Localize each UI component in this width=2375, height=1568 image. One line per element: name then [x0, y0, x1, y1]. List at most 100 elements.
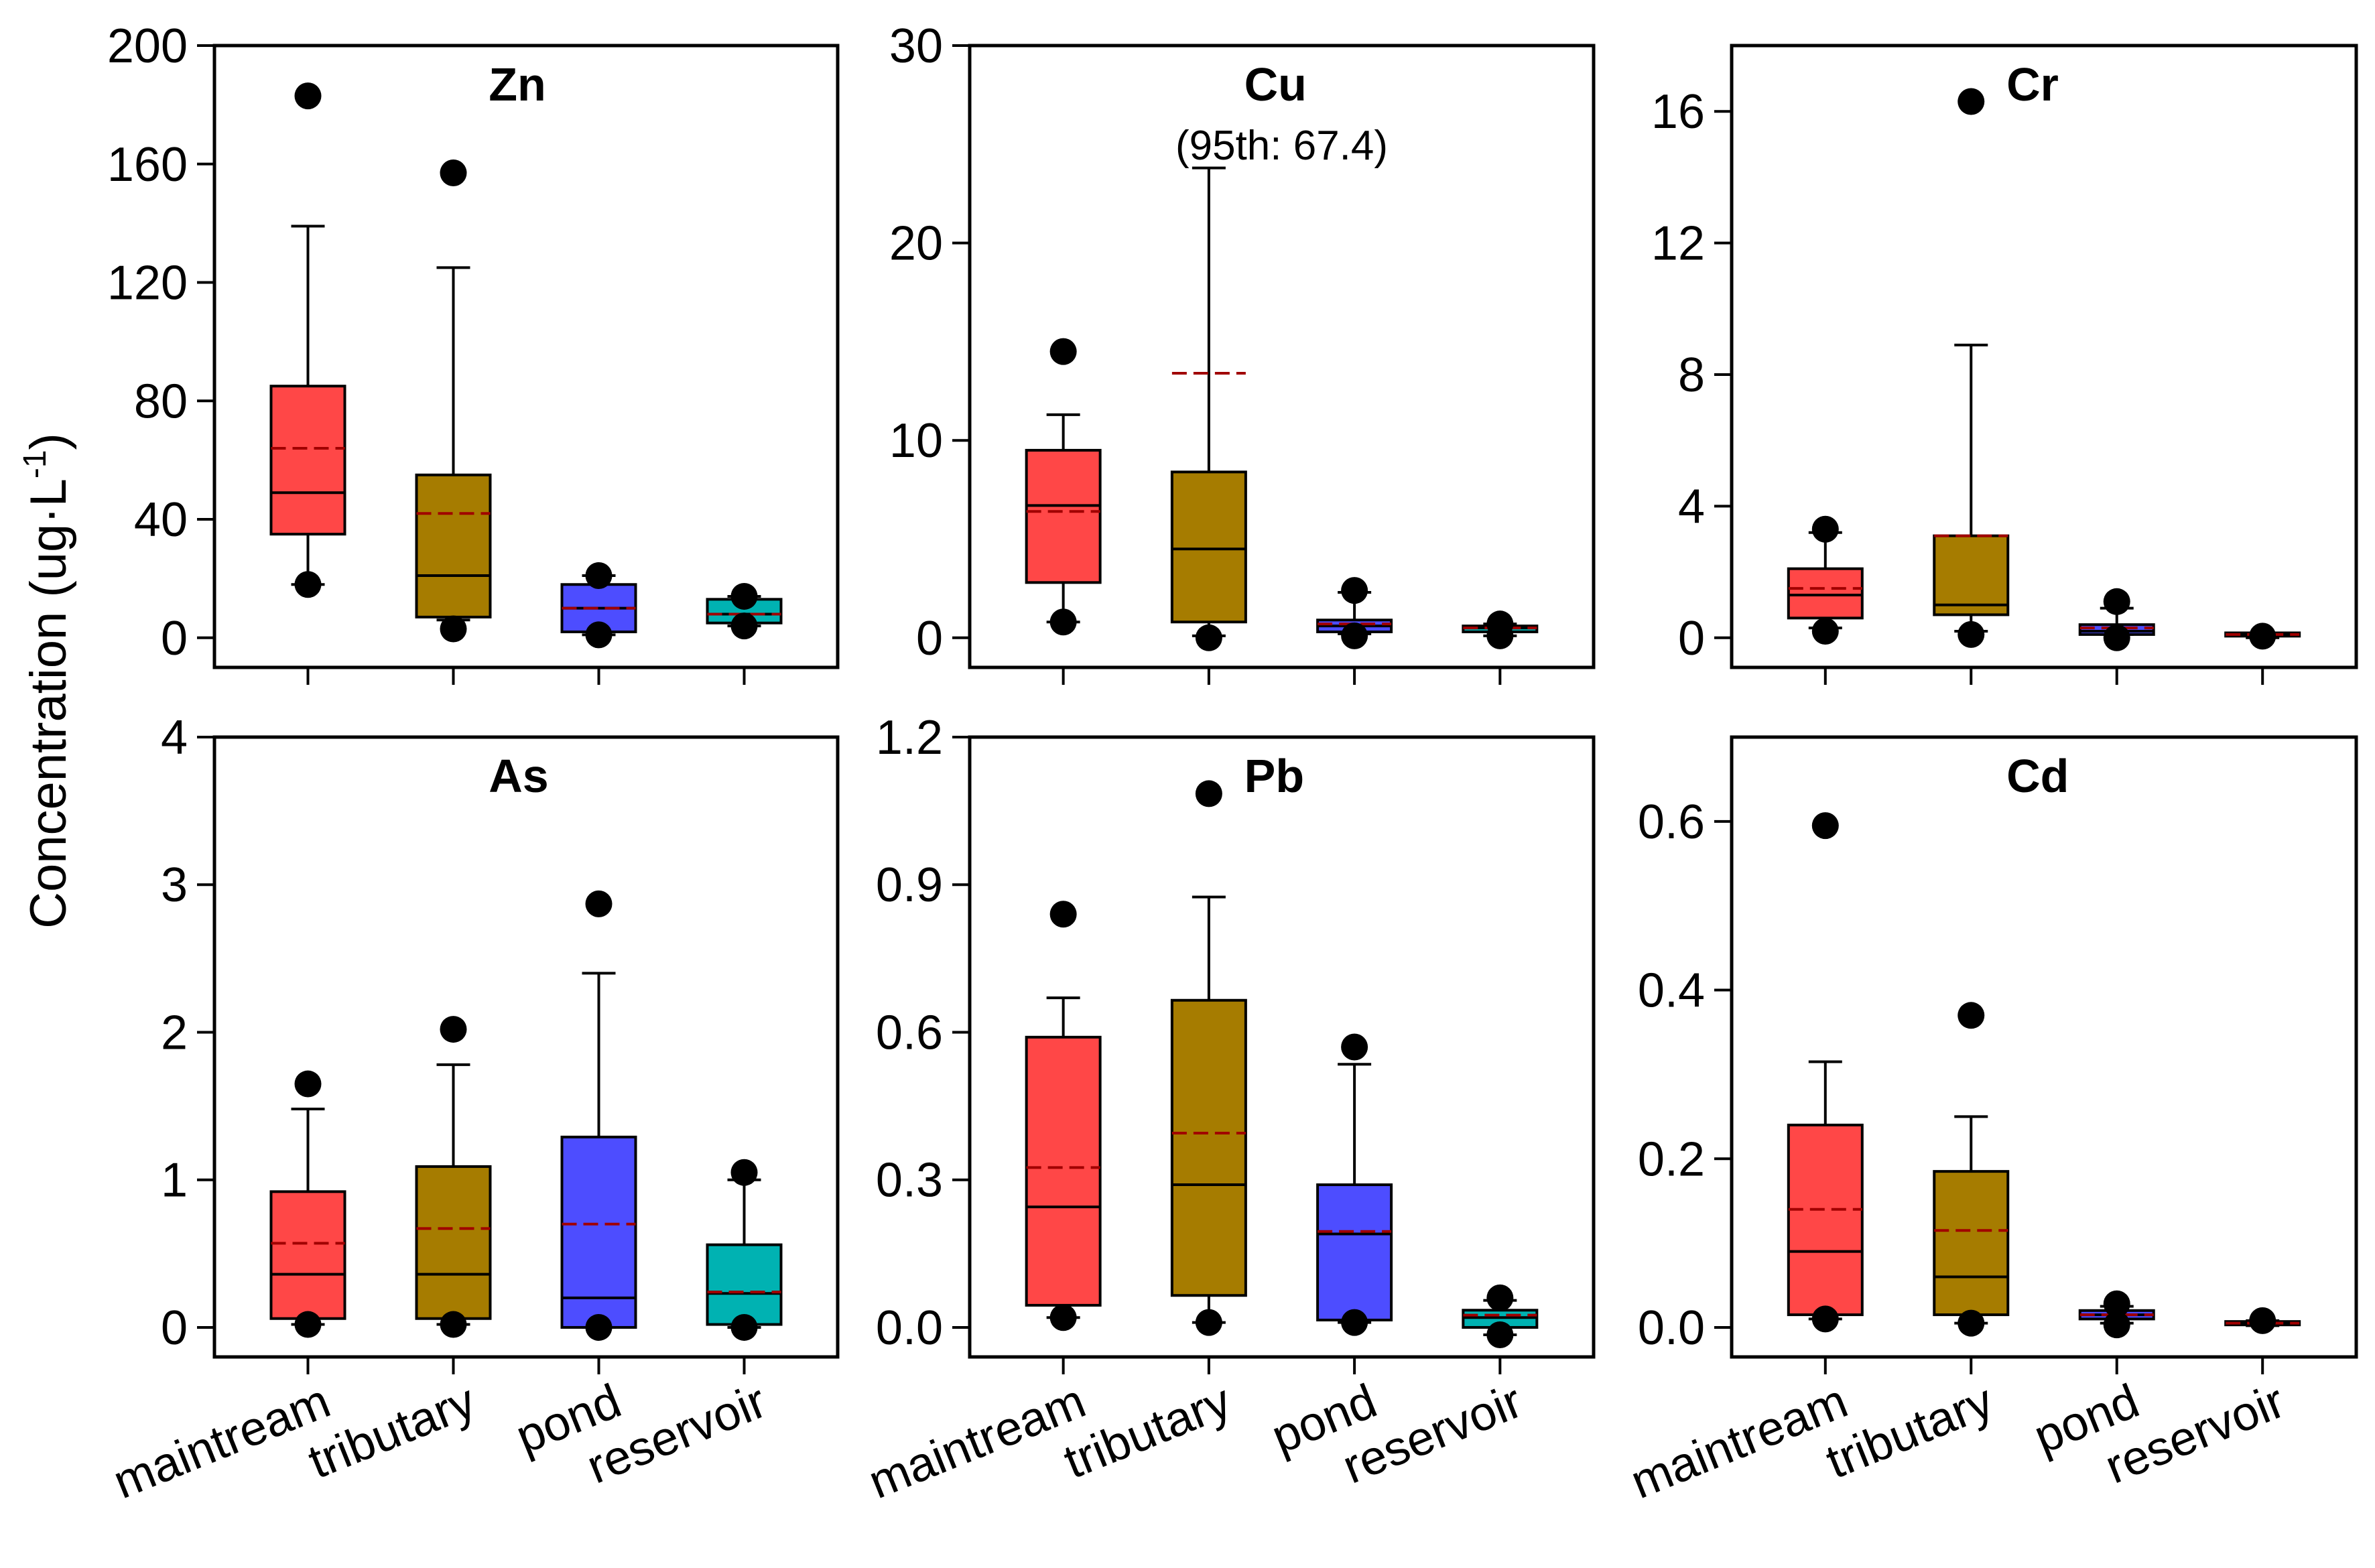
panel-frame	[968, 735, 1596, 1359]
outlier-point	[294, 1311, 322, 1338]
y-axis-label: Concentration (ug·L-1)	[17, 433, 77, 929]
outlier-point	[1957, 1309, 1985, 1337]
panel-frame	[1730, 44, 2358, 669]
panel-title: Cr	[2006, 58, 2059, 111]
y-tick-label: 2	[161, 1006, 188, 1059]
outlier-point	[1195, 1309, 1222, 1336]
outlier-point	[1811, 515, 1839, 543]
outlier-point	[730, 582, 758, 610]
y-tick-label: 0.0	[876, 1301, 943, 1355]
y-tick-label: 8	[1678, 348, 1705, 402]
box-cu-maintream	[1025, 338, 1102, 636]
y-tick-label: 0	[161, 1301, 188, 1355]
y-tick-label: 30	[889, 19, 943, 73]
y-tick-label: 12	[1651, 217, 1705, 271]
box-zn-maintream	[269, 82, 346, 598]
y-tick-label: 0.2	[1638, 1132, 1705, 1186]
outlier-point	[2249, 1307, 2276, 1334]
iqr-box	[1316, 1183, 1393, 1321]
outlier-point	[1486, 610, 1514, 638]
box-cr-tributary	[1933, 88, 2010, 648]
box-pb-maintream	[1025, 901, 1102, 1331]
outlier-point	[1049, 901, 1077, 928]
outlier-point	[1049, 338, 1077, 365]
outlier-point	[730, 1159, 758, 1186]
outlier-point	[1811, 1305, 1839, 1333]
y-tick-label: 4	[161, 711, 188, 765]
iqr-box	[269, 1190, 346, 1320]
panel-title: As	[489, 750, 548, 802]
iqr-box	[1170, 998, 1247, 1297]
iqr-box	[560, 1135, 637, 1329]
y-tick-label: 40	[134, 493, 188, 547]
y-tick-label: 1.2	[876, 711, 943, 765]
iqr-box	[1933, 1170, 2010, 1317]
iqr-box	[1025, 1035, 1102, 1307]
y-tick-label: 0.4	[1638, 964, 1705, 1018]
y-tick-label: 3	[161, 858, 188, 912]
iqr-box	[1787, 1123, 1864, 1317]
outlier-point	[2103, 1311, 2130, 1339]
box-as-maintream	[269, 1070, 346, 1338]
iqr-box	[1025, 448, 1102, 584]
box-as-reservoir	[706, 1159, 783, 1341]
box-cd-tributary	[1933, 1002, 2010, 1337]
box-as-pond	[560, 890, 637, 1341]
panel-zn: 0 40 80 120 160 200 Zn	[107, 19, 840, 685]
category-label: tributary	[1819, 1374, 2000, 1490]
category-label: tributary	[301, 1374, 483, 1490]
y-tick-label: 0.3	[876, 1154, 943, 1207]
panel-frame	[212, 44, 840, 669]
outlier-point	[585, 890, 613, 917]
panel-title: Cd	[2006, 750, 2069, 802]
box-cr-maintream	[1787, 515, 1864, 645]
box-cd-maintream	[1787, 812, 1864, 1333]
y-tick-label: 0.6	[876, 1006, 943, 1059]
iqr-box	[269, 385, 346, 536]
outlier-point	[1811, 812, 1839, 840]
outlier-point	[1957, 620, 1985, 648]
y-tick-label: 20	[889, 217, 943, 271]
y-tick-label: 10	[889, 414, 943, 468]
outlier-point	[730, 1313, 758, 1341]
box-pb-pond	[1316, 1033, 1393, 1336]
box-cu-pond	[1316, 577, 1393, 649]
outlier-point	[2103, 1290, 2130, 1317]
outlier-point	[1049, 608, 1077, 636]
outlier-point	[1341, 577, 1368, 604]
panel-title: Cu	[1244, 58, 1307, 111]
panel-cr: 0 4 8 12 16 Cr	[1651, 44, 2358, 685]
y-tick-label: 0	[916, 612, 943, 665]
box-cu-reservoir	[1462, 610, 1539, 649]
y-tick-label: 0.6	[1638, 795, 1705, 849]
box-cd-reservoir	[2224, 1307, 2301, 1334]
y-tick-label: 120	[107, 257, 188, 310]
outlier-point	[440, 159, 467, 187]
outlier-point	[1195, 780, 1222, 807]
box-cu-tributary	[1170, 166, 1247, 651]
outlier-point	[1957, 1002, 1985, 1029]
box-pb-reservoir	[1462, 1284, 1539, 1348]
outlier-point	[1195, 624, 1222, 651]
outlier-point	[440, 615, 467, 643]
outlier-point	[2249, 623, 2276, 650]
iqr-box	[1787, 567, 1864, 620]
panel-frame	[968, 44, 1596, 669]
box-zn-pond	[560, 562, 637, 649]
iqr-box	[415, 473, 492, 618]
outlier-point	[294, 1070, 322, 1098]
y-axis-label-superscript: -1	[17, 450, 53, 478]
outlier-point	[294, 82, 322, 110]
category-label: tributary	[1057, 1374, 1238, 1490]
percentile-annotation: (95th: 67.4)	[1175, 123, 1388, 169]
panel-frame	[212, 735, 840, 1359]
outlier-point	[1486, 1284, 1514, 1311]
y-tick-label: 0.0	[1638, 1301, 1705, 1355]
y-tick-label: 4	[1678, 480, 1705, 533]
box-cr-reservoir	[2224, 623, 2301, 650]
outlier-point	[585, 621, 613, 649]
